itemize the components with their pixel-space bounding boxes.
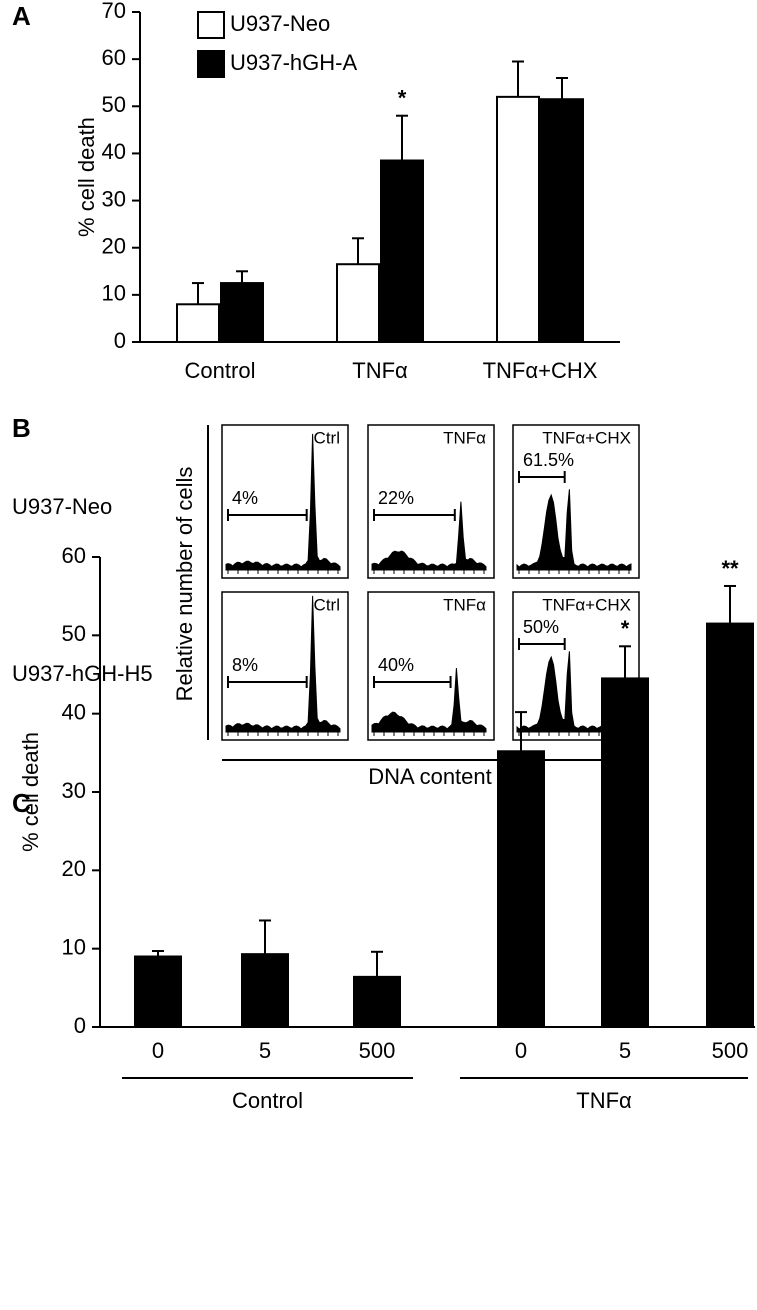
x-tick-label: 5 [259, 1038, 271, 1063]
y-tick-label: 30 [102, 186, 126, 211]
legend-label: U937-Neo [230, 11, 330, 36]
histogram-frame [221, 591, 349, 741]
legend-label: U937-hGH-A [230, 50, 357, 75]
x-tick-label: 500 [359, 1038, 396, 1063]
y-tick-label: 50 [62, 621, 86, 646]
bar [336, 263, 380, 344]
gate-percent: 22% [378, 488, 414, 508]
y-tick-label: 70 [102, 0, 126, 23]
group-label: Control [232, 1088, 303, 1113]
histogram [516, 489, 632, 571]
bar [353, 975, 401, 1028]
bar [134, 955, 182, 1028]
y-axis-label: % cell death [18, 732, 43, 852]
x-tick-label: 0 [152, 1038, 164, 1063]
x-tick-label: 500 [712, 1038, 749, 1063]
y-tick-label: 60 [62, 543, 86, 568]
histogram-frame [367, 424, 495, 579]
y-axis-label: Relative number of cells [172, 467, 197, 702]
bar [497, 750, 545, 1028]
condition-label: Ctrl [314, 428, 340, 447]
row-label: U937-Neo [12, 494, 112, 519]
x-tick-label: TNFα [352, 358, 408, 383]
histogram [225, 595, 341, 733]
gate-percent: 8% [232, 655, 258, 675]
bar [176, 303, 220, 343]
x-tick-label: 5 [619, 1038, 631, 1063]
condition-label: TNFα+CHX [542, 428, 631, 447]
y-tick-label: 20 [62, 856, 86, 881]
panel-label: C [12, 788, 31, 818]
bar [220, 282, 264, 344]
row-label: U937-hGH-H5 [12, 661, 153, 686]
gate-percent: 4% [232, 488, 258, 508]
group-label: TNFα [576, 1088, 632, 1113]
bar [496, 95, 540, 343]
y-tick-label: 50 [102, 92, 126, 117]
panel-label: B [12, 413, 31, 443]
y-tick-label: 60 [102, 45, 126, 70]
condition-label: TNFα [443, 428, 486, 447]
y-tick-label: 20 [102, 234, 126, 259]
bar [241, 953, 289, 1029]
legend-swatch [197, 50, 225, 78]
histogram [225, 433, 341, 571]
x-tick-label: TNFα+CHX [483, 358, 598, 383]
gate-percent: 61.5% [523, 450, 574, 470]
significance-marker: * [398, 86, 407, 111]
condition-label: TNFα [443, 595, 486, 614]
bar [380, 159, 424, 343]
bar [540, 98, 584, 344]
y-tick-label: 10 [62, 934, 86, 959]
gate-percent: 40% [378, 655, 414, 675]
bar [601, 677, 649, 1029]
significance-marker: * [621, 616, 630, 641]
histogram-frame [221, 424, 349, 579]
gate-percent: 50% [523, 617, 559, 637]
y-axis-label: % cell death [74, 117, 99, 237]
condition-label: Ctrl [314, 595, 340, 614]
histogram [371, 668, 487, 733]
x-tick-label: 0 [515, 1038, 527, 1063]
y-tick-label: 40 [62, 699, 86, 724]
panel-label: A [12, 1, 31, 31]
significance-marker: ** [721, 556, 739, 581]
y-tick-label: 10 [102, 281, 126, 306]
histogram [371, 501, 487, 571]
y-tick-label: 0 [114, 328, 126, 353]
x-tick-label: Control [185, 358, 256, 383]
condition-label: TNFα+CHX [542, 595, 631, 614]
y-tick-label: 30 [62, 778, 86, 803]
x-axis-label: DNA content [368, 764, 492, 789]
histogram-frame [512, 424, 640, 579]
y-tick-label: 0 [74, 1013, 86, 1038]
y-tick-label: 40 [102, 139, 126, 164]
bar [706, 622, 754, 1028]
legend-swatch [197, 11, 225, 39]
